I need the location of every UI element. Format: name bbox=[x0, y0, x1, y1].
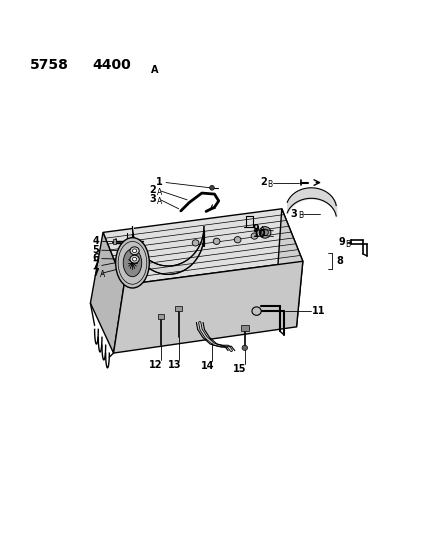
Polygon shape bbox=[103, 209, 303, 285]
Text: 9: 9 bbox=[253, 224, 260, 234]
Ellipse shape bbox=[130, 247, 139, 255]
Polygon shape bbox=[91, 232, 124, 353]
Text: 4: 4 bbox=[93, 236, 99, 246]
Ellipse shape bbox=[133, 249, 137, 253]
Text: 7: 7 bbox=[93, 268, 99, 278]
Text: A: A bbox=[157, 188, 162, 197]
Text: 2: 2 bbox=[260, 177, 267, 187]
Text: 3: 3 bbox=[290, 208, 297, 219]
Text: 5758: 5758 bbox=[30, 58, 68, 71]
Ellipse shape bbox=[210, 185, 214, 190]
Text: 5: 5 bbox=[93, 245, 99, 255]
Polygon shape bbox=[275, 209, 303, 327]
Text: 3: 3 bbox=[149, 195, 156, 204]
Text: A: A bbox=[260, 227, 266, 236]
Bar bbox=[113, 239, 116, 245]
Text: 10: 10 bbox=[253, 230, 266, 239]
Text: 8: 8 bbox=[336, 256, 343, 266]
Text: 2: 2 bbox=[149, 185, 156, 196]
Text: B: B bbox=[298, 211, 303, 220]
Text: 1: 1 bbox=[156, 177, 162, 187]
Ellipse shape bbox=[259, 227, 271, 238]
Text: 15: 15 bbox=[233, 364, 247, 374]
Ellipse shape bbox=[251, 233, 258, 239]
Ellipse shape bbox=[130, 255, 139, 263]
Ellipse shape bbox=[116, 238, 149, 288]
Bar bbox=[241, 325, 249, 330]
Text: 4400: 4400 bbox=[93, 58, 131, 71]
Text: B: B bbox=[346, 240, 351, 249]
Ellipse shape bbox=[213, 238, 220, 245]
Text: B: B bbox=[268, 180, 272, 189]
Text: 12: 12 bbox=[149, 360, 162, 370]
Text: 11: 11 bbox=[312, 305, 326, 316]
Ellipse shape bbox=[133, 257, 137, 261]
Ellipse shape bbox=[262, 229, 269, 236]
Text: A: A bbox=[100, 270, 105, 279]
Bar bbox=[158, 314, 164, 319]
Ellipse shape bbox=[242, 345, 248, 350]
Text: 9: 9 bbox=[338, 237, 345, 247]
Text: 7: 7 bbox=[93, 260, 99, 270]
Ellipse shape bbox=[123, 249, 142, 277]
Ellipse shape bbox=[234, 237, 241, 243]
Ellipse shape bbox=[192, 240, 199, 246]
Polygon shape bbox=[114, 261, 303, 353]
Text: 14: 14 bbox=[201, 361, 214, 371]
Bar bbox=[175, 306, 182, 311]
Text: A: A bbox=[151, 64, 159, 75]
Ellipse shape bbox=[252, 307, 261, 316]
Text: A: A bbox=[157, 197, 162, 206]
Text: 6: 6 bbox=[93, 253, 99, 263]
Text: 13: 13 bbox=[168, 360, 181, 370]
